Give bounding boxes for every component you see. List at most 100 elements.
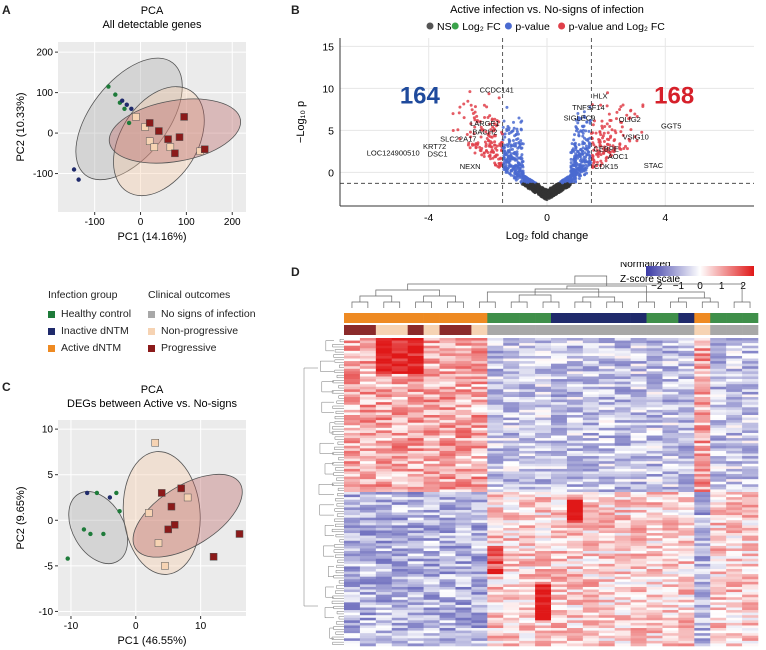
heatmap-cell bbox=[535, 527, 552, 531]
heatmap-cell bbox=[630, 366, 647, 370]
heatmap-cell bbox=[391, 379, 408, 382]
heatmap-cell bbox=[471, 450, 488, 454]
heatmap-cell bbox=[423, 420, 440, 423]
heatmap-cell bbox=[519, 409, 536, 413]
heatmap-cell bbox=[391, 368, 408, 372]
heatmap-cell bbox=[566, 515, 584, 518]
heatmap-cell bbox=[455, 543, 472, 547]
sample-point bbox=[119, 98, 125, 103]
heatmap-cell bbox=[694, 350, 711, 354]
heatmap-cell bbox=[742, 607, 759, 611]
heatmap-cell bbox=[742, 391, 759, 395]
heatmap-cell bbox=[471, 412, 488, 416]
heatmap-cell bbox=[551, 391, 568, 395]
gene-point bbox=[515, 150, 519, 154]
sample-point bbox=[132, 113, 140, 121]
gene-point bbox=[633, 112, 637, 116]
heatmap-cell bbox=[582, 348, 600, 352]
heatmap-cell bbox=[614, 391, 631, 395]
heatmap-cell bbox=[630, 584, 647, 588]
heatmap-cell bbox=[582, 525, 600, 529]
heatmap-cell bbox=[582, 471, 600, 475]
heatmap-cell bbox=[439, 615, 456, 619]
gene-point bbox=[591, 141, 595, 145]
heatmap-cell bbox=[519, 599, 536, 603]
heatmap-cell bbox=[646, 389, 663, 393]
heatmap-cell bbox=[391, 553, 408, 557]
heatmap-cell bbox=[535, 484, 552, 488]
gene-point bbox=[606, 146, 610, 150]
heatmap-cell bbox=[566, 592, 584, 595]
heatmap-cell bbox=[710, 504, 727, 508]
heatmap-cell bbox=[455, 427, 472, 431]
heatmap-cell bbox=[423, 548, 440, 552]
heatmap-cell bbox=[344, 540, 361, 544]
heatmap-cell bbox=[726, 466, 743, 470]
heatmap-cell bbox=[519, 530, 536, 534]
heatmap-cell bbox=[487, 379, 504, 382]
heatmap-cell bbox=[582, 409, 600, 413]
gene-point bbox=[614, 117, 618, 121]
heatmap-cell bbox=[614, 430, 631, 434]
heatmap-cell bbox=[678, 389, 695, 393]
heatmap-cell bbox=[646, 481, 663, 485]
heatmap-cell bbox=[726, 530, 743, 534]
heatmap-cell bbox=[359, 522, 377, 526]
heatmap-cell bbox=[439, 571, 456, 575]
infection-group-cell bbox=[375, 313, 393, 323]
heatmap-cell bbox=[455, 456, 472, 459]
heatmap-cell bbox=[551, 630, 568, 634]
heatmap-cell bbox=[742, 384, 759, 388]
heatmap-cell bbox=[391, 522, 408, 526]
heatmap-cell bbox=[614, 427, 631, 431]
gene-point bbox=[593, 119, 597, 123]
heatmap-cell bbox=[582, 381, 600, 385]
heatmap-cell bbox=[582, 502, 600, 506]
heatmap-cell bbox=[598, 368, 615, 372]
heatmap-cell bbox=[678, 574, 695, 577]
heatmap-cell bbox=[407, 615, 424, 619]
gene-point bbox=[479, 125, 483, 129]
heatmap-cell bbox=[439, 453, 456, 457]
heatmap-cell bbox=[519, 586, 536, 590]
heatmap-cell bbox=[535, 520, 552, 524]
heatmap-cell bbox=[503, 391, 520, 395]
heatmap-cell bbox=[359, 638, 377, 642]
heatmap-cell bbox=[344, 425, 361, 429]
heatmap-cell bbox=[471, 422, 488, 426]
heatmap-cell bbox=[439, 402, 456, 406]
scale-title: Normalized bbox=[620, 262, 671, 270]
heatmap-cell bbox=[630, 450, 647, 454]
heatmap-cell bbox=[662, 586, 679, 590]
gene-point bbox=[505, 143, 509, 147]
heatmap-cell bbox=[598, 589, 615, 593]
heatmap-cell bbox=[519, 533, 536, 536]
heatmap-cell bbox=[503, 509, 520, 513]
heatmap-cell bbox=[614, 617, 631, 621]
heatmap-cell bbox=[726, 463, 743, 467]
heatmap-cell bbox=[391, 530, 408, 534]
heatmap-cell bbox=[566, 466, 584, 470]
heatmap-cell bbox=[391, 584, 408, 588]
heatmap-cell bbox=[678, 345, 695, 349]
dendrogram-branch bbox=[335, 523, 344, 527]
heatmap-cell bbox=[439, 489, 456, 493]
heatmap-cell bbox=[407, 366, 424, 370]
heatmap-cell bbox=[503, 494, 520, 498]
heatmap-cell bbox=[407, 440, 424, 444]
heatmap-cell bbox=[391, 517, 408, 521]
heatmap-cell bbox=[630, 489, 647, 493]
heatmap-cell bbox=[742, 584, 759, 588]
heatmap-cell bbox=[344, 476, 361, 480]
clinical-outcome-cell bbox=[598, 325, 615, 335]
heatmap-cell bbox=[646, 422, 663, 426]
heatmap-cell bbox=[471, 376, 488, 380]
heatmap-cell bbox=[439, 448, 456, 452]
heatmap-cell bbox=[742, 494, 759, 498]
heatmap-cell bbox=[742, 481, 759, 485]
gene-point bbox=[541, 190, 545, 194]
heatmap-cell bbox=[630, 456, 647, 459]
heatmap-cell bbox=[344, 566, 361, 570]
heatmap-cell bbox=[582, 343, 600, 346]
heatmap-cell bbox=[566, 353, 584, 357]
